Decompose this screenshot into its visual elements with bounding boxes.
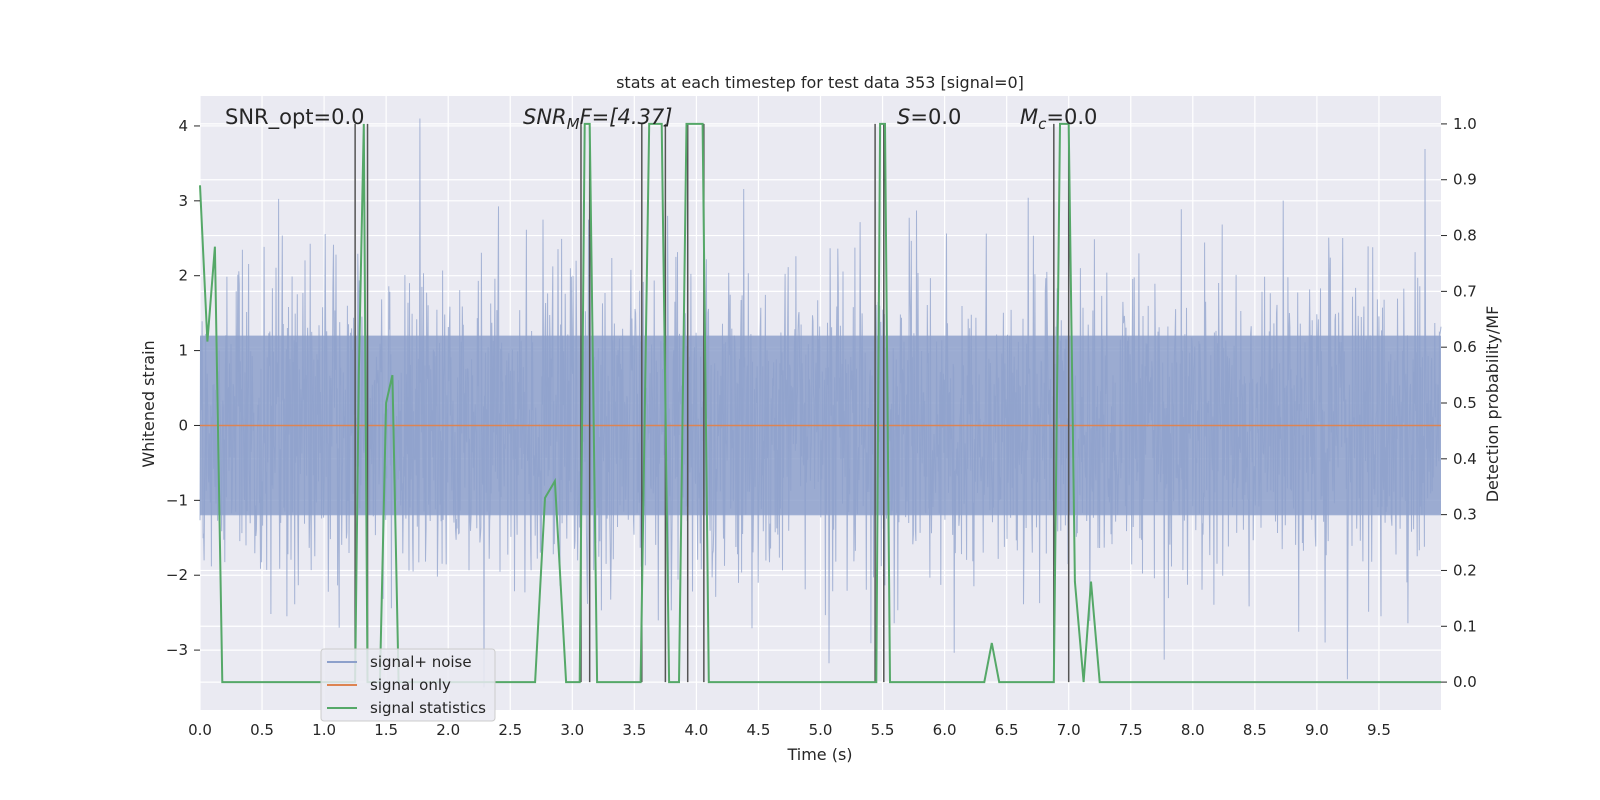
- y-left-tick-label: −3: [166, 641, 188, 659]
- y-left-tick-label: 3: [178, 192, 188, 210]
- mc-main: M: [1020, 105, 1038, 129]
- snr-mf-sub: M: [567, 115, 580, 133]
- mc-sub: c: [1038, 115, 1047, 133]
- x-tick-label: 9.5: [1367, 721, 1391, 739]
- y-left-ticks: 4 3 2 1 0 −3 −2 −1: [166, 117, 200, 659]
- legend-label-noise: signal+ noise: [370, 653, 472, 671]
- y-right-axis-label: Detection probability/MF: [1483, 306, 1502, 503]
- mc-label: Mc=0.0: [1020, 105, 1097, 133]
- y-left-tick-label: 0: [178, 416, 188, 434]
- x-tick-label: 8.5: [1243, 721, 1267, 739]
- x-tick-label: 5.5: [871, 721, 895, 739]
- x-tick-label: 7.5: [1119, 721, 1143, 739]
- y-right-tick-label: 0.9: [1453, 171, 1477, 189]
- x-tick-label: 0.5: [250, 721, 274, 739]
- vertical-markers: [354, 123, 1070, 683]
- x-tick-label: 6.5: [995, 721, 1019, 739]
- x-tick-label: 2.5: [498, 721, 522, 739]
- x-ticks: 0.0 0.5 1.0 1.5 2.0 2.5 3.0 3.5 4.0 4.5 5.0 5.5 6.0 6…: [188, 721, 1391, 739]
- snr-opt-label: SNR_opt=0.0: [225, 105, 365, 130]
- legend: signal+ noise signal only signal statist…: [320, 648, 496, 722]
- x-tick-label: 0.0: [188, 721, 212, 739]
- y-right-tick-label: 1.0: [1453, 115, 1477, 133]
- x-tick-label: 1.5: [374, 721, 398, 739]
- x-tick-label: 4.0: [684, 721, 708, 739]
- x-axis-label: Time (s): [786, 745, 852, 764]
- y-left-tick-label: 1: [178, 342, 188, 360]
- x-tick-label: 5.0: [809, 721, 833, 739]
- x-tick-label: 8.0: [1181, 721, 1205, 739]
- y-left-axis-label: Whitened strain: [139, 340, 158, 467]
- y-right-tick-label: 0.5: [1453, 394, 1477, 412]
- x-tick-label: 6.0: [933, 721, 957, 739]
- snr-mf-main: SNR: [523, 105, 567, 129]
- x-tick-label: 1.0: [312, 721, 336, 739]
- y-right-tick-label: 0.3: [1453, 506, 1477, 524]
- mc-rest: =0.0: [1046, 105, 1097, 129]
- y-right-tick-label: 0.2: [1453, 561, 1477, 579]
- y-right-tick-label: 0.1: [1453, 617, 1477, 635]
- snr-mf-label: SNRMF=[4.37]: [523, 105, 672, 133]
- y-left-tick-label: 2: [178, 267, 188, 285]
- y-left-tick-label: −1: [166, 491, 188, 509]
- x-tick-label: 3.0: [560, 721, 584, 739]
- y-right-tick-label: 0.6: [1453, 338, 1477, 356]
- y-left-tick-label: 4: [178, 117, 188, 135]
- x-tick-label: 3.5: [622, 721, 646, 739]
- s-rest: =0.0: [910, 105, 961, 129]
- y-right-ticks: 1.0 0.9 0.8 0.7 0.6 0.5 0.4 0.3 0.2 0.1 0.0: [1441, 115, 1477, 691]
- snr-mf-rest: F=[4.37]: [580, 105, 673, 129]
- chart-title: stats at each timestep for test data 353…: [616, 73, 1024, 92]
- y-right-tick-label: 0.4: [1453, 450, 1477, 468]
- y-left-tick-label: −2: [166, 566, 188, 584]
- x-tick-label: 4.5: [747, 721, 771, 739]
- y-right-tick-label: 0.8: [1453, 227, 1477, 245]
- legend-box: [320, 648, 496, 722]
- s-label: S=0.0: [897, 105, 961, 129]
- y-right-tick-label: 0.7: [1453, 282, 1477, 300]
- y-right-tick-label: 0.0: [1453, 673, 1477, 691]
- x-tick-label: 7.0: [1057, 721, 1081, 739]
- s-main: S: [897, 105, 910, 129]
- x-tick-label: 2.0: [436, 721, 460, 739]
- legend-label-signal-only: signal only: [370, 676, 451, 694]
- legend-label-statistics: signal statistics: [370, 699, 486, 717]
- x-tick-label: 9.0: [1305, 721, 1329, 739]
